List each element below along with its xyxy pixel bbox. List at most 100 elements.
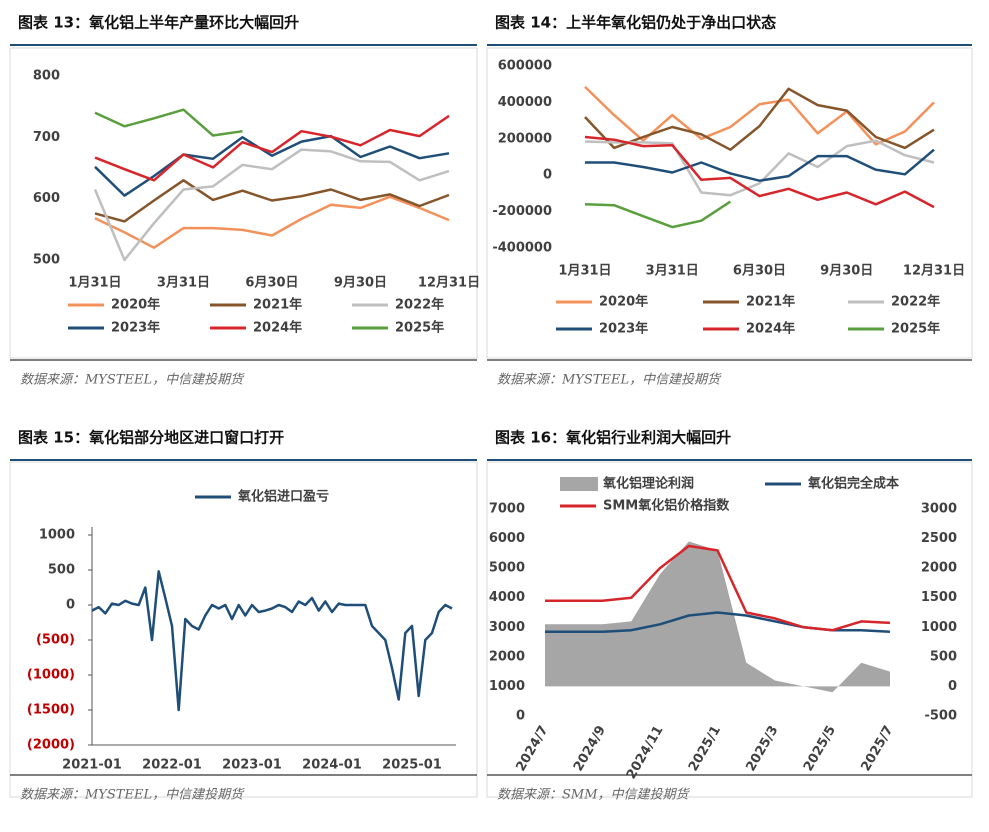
legend-label: 2021年 bbox=[253, 297, 302, 313]
y-tick-label: (1000) bbox=[27, 668, 75, 683]
legend-label: 2025年 bbox=[891, 321, 940, 337]
y2-tick-label: 3000 bbox=[921, 502, 957, 517]
legend-label: 氧化铝进口盈亏 bbox=[237, 489, 329, 505]
line bbox=[584, 135, 935, 209]
x-tick-label: 2023-01 bbox=[222, 758, 282, 773]
y-tick-label: 200000 bbox=[498, 131, 552, 146]
x-tick-label: 9月30日 bbox=[334, 276, 387, 291]
y-tick-label: 6000 bbox=[489, 531, 525, 546]
legend-label: 2022年 bbox=[891, 294, 940, 310]
line bbox=[94, 134, 450, 197]
line bbox=[94, 108, 243, 137]
y-tick-label: 4000 bbox=[489, 590, 525, 605]
y-tick-label: (2000) bbox=[27, 738, 75, 753]
area bbox=[545, 541, 890, 693]
x-tick-label: 1月31日 bbox=[558, 264, 611, 279]
y-tick-label: 1000 bbox=[39, 528, 75, 543]
x-tick-label: 2024/11 bbox=[624, 723, 667, 782]
chart-frame bbox=[9, 461, 478, 798]
x-tick-label: 2025/7 bbox=[859, 723, 897, 774]
y-tick-label: 500 bbox=[33, 253, 60, 268]
line bbox=[94, 114, 450, 182]
y-tick-label: 700 bbox=[33, 130, 60, 145]
legend-label: 2020年 bbox=[111, 297, 160, 313]
y-tick-label: 3000 bbox=[489, 620, 525, 635]
x-tick-label: 2022-01 bbox=[142, 758, 202, 773]
legend-label: 2025年 bbox=[395, 320, 444, 336]
x-tick-label: 3月31日 bbox=[157, 276, 210, 291]
y-tick-label: 400000 bbox=[498, 95, 552, 110]
line bbox=[94, 179, 450, 223]
legend-label: SMM氧化铝价格指数 bbox=[603, 498, 730, 514]
source-note: 数据来源：MYSTEEL，中信建投期货 bbox=[497, 373, 722, 388]
x-tick-label: 12月31日 bbox=[903, 264, 965, 279]
line bbox=[584, 200, 732, 229]
line bbox=[91, 570, 453, 712]
legend-label: 2023年 bbox=[599, 321, 648, 337]
chart-title: 图表 15：氧化铝部分地区进口窗口打开 bbox=[18, 429, 284, 447]
source-note: 数据来源：MYSTEEL，中信建投期货 bbox=[20, 373, 245, 388]
y-tick-label: 7000 bbox=[489, 502, 525, 517]
line bbox=[585, 148, 935, 182]
line bbox=[584, 86, 935, 146]
line bbox=[584, 139, 935, 197]
y2-tick-label: 0 bbox=[948, 679, 957, 694]
chart-frame bbox=[486, 47, 973, 359]
y-tick-label: 600000 bbox=[498, 59, 552, 74]
x-tick-label: 2024/9 bbox=[571, 723, 609, 774]
y-tick-label: (500) bbox=[36, 633, 75, 648]
x-tick-label: 2025-01 bbox=[382, 758, 442, 773]
y-tick-label: (1500) bbox=[27, 703, 75, 718]
legend-label: 2021年 bbox=[746, 294, 795, 310]
y-tick-label: -200000 bbox=[492, 204, 552, 219]
y-tick-label: 0 bbox=[543, 168, 552, 183]
y-tick-label: 800 bbox=[33, 69, 60, 84]
x-tick-label: 6月30日 bbox=[245, 276, 298, 291]
legend-label: 氧化铝完全成本 bbox=[807, 476, 899, 492]
y2-tick-label: 1500 bbox=[921, 590, 957, 605]
x-tick-label: 3月31日 bbox=[646, 264, 699, 279]
x-tick-label: 2024-01 bbox=[302, 758, 362, 773]
chart-title: 图表 16：氧化铝行业利润大幅回升 bbox=[495, 429, 731, 447]
x-tick-label: 12月31日 bbox=[418, 276, 480, 291]
source-note: 数据来源：SMM，中信建投期货 bbox=[497, 788, 691, 803]
legend-label: 2024年 bbox=[253, 320, 302, 336]
legend-label: 2023年 bbox=[111, 320, 160, 336]
y-tick-label: 500 bbox=[48, 563, 75, 578]
line bbox=[93, 148, 450, 262]
legend-label: 2022年 bbox=[395, 297, 444, 313]
y-tick-label: 600 bbox=[33, 191, 60, 206]
chart-frame bbox=[486, 461, 973, 798]
y2-tick-label: 2000 bbox=[921, 561, 957, 576]
y-tick-label: 5000 bbox=[489, 561, 525, 576]
legend-label: 氧化铝理论利润 bbox=[602, 476, 694, 492]
line bbox=[94, 195, 450, 249]
y-tick-label: 1000 bbox=[489, 679, 525, 694]
y2-tick-label: -500 bbox=[924, 709, 957, 724]
y-tick-label: -400000 bbox=[492, 241, 552, 256]
legend-label: 2020年 bbox=[599, 294, 648, 310]
line bbox=[584, 87, 935, 151]
x-tick-label: 2025/3 bbox=[744, 723, 782, 774]
x-tick-label: 1月31日 bbox=[68, 276, 121, 291]
source-note: 数据来源：MYSTEEL，中信建投期货 bbox=[20, 788, 245, 803]
chart-title: 图表 13：氧化铝上半年产量环比大幅回升 bbox=[18, 14, 299, 32]
y2-tick-label: 1000 bbox=[921, 620, 957, 635]
chart-frame bbox=[9, 47, 478, 359]
legend-swatch bbox=[560, 477, 598, 491]
x-tick-label: 2025/5 bbox=[801, 723, 839, 774]
x-tick-label: 6月30日 bbox=[733, 264, 786, 279]
y-tick-label: 0 bbox=[516, 709, 525, 724]
y-tick-label: 2000 bbox=[489, 649, 525, 664]
line bbox=[545, 544, 891, 632]
x-tick-label: 2024/7 bbox=[514, 723, 552, 774]
x-tick-label: 2025/1 bbox=[686, 723, 724, 774]
chart-title: 图表 14：上半年氧化铝仍处于净出口状态 bbox=[495, 14, 776, 32]
legend-label: 2024年 bbox=[746, 321, 795, 337]
x-tick-label: 9月30日 bbox=[820, 264, 873, 279]
y-tick-label: 0 bbox=[66, 598, 75, 613]
x-tick-label: 2021-01 bbox=[62, 758, 122, 773]
y2-tick-label: 500 bbox=[930, 649, 957, 664]
y2-tick-label: 2500 bbox=[921, 531, 957, 546]
